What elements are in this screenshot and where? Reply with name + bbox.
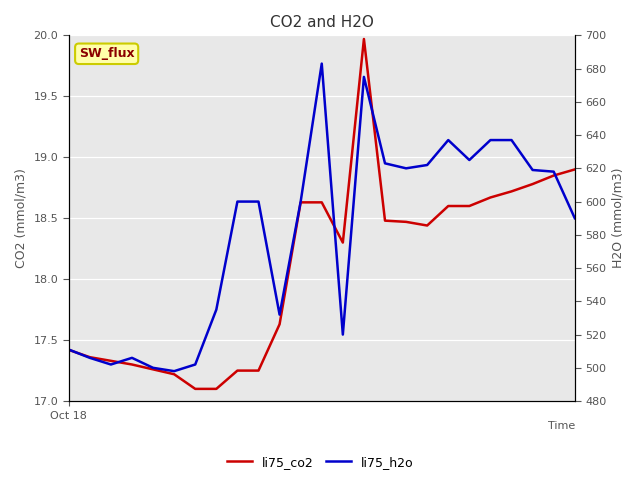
Y-axis label: CO2 (mmol/m3): CO2 (mmol/m3) (15, 168, 28, 268)
Text: SW_flux: SW_flux (79, 47, 134, 60)
Title: CO2 and H2O: CO2 and H2O (270, 15, 374, 30)
Legend: li75_co2, li75_h2o: li75_co2, li75_h2o (221, 451, 419, 474)
Y-axis label: H2O (mmol/m3): H2O (mmol/m3) (612, 168, 625, 268)
Text: Time: Time (548, 421, 575, 431)
